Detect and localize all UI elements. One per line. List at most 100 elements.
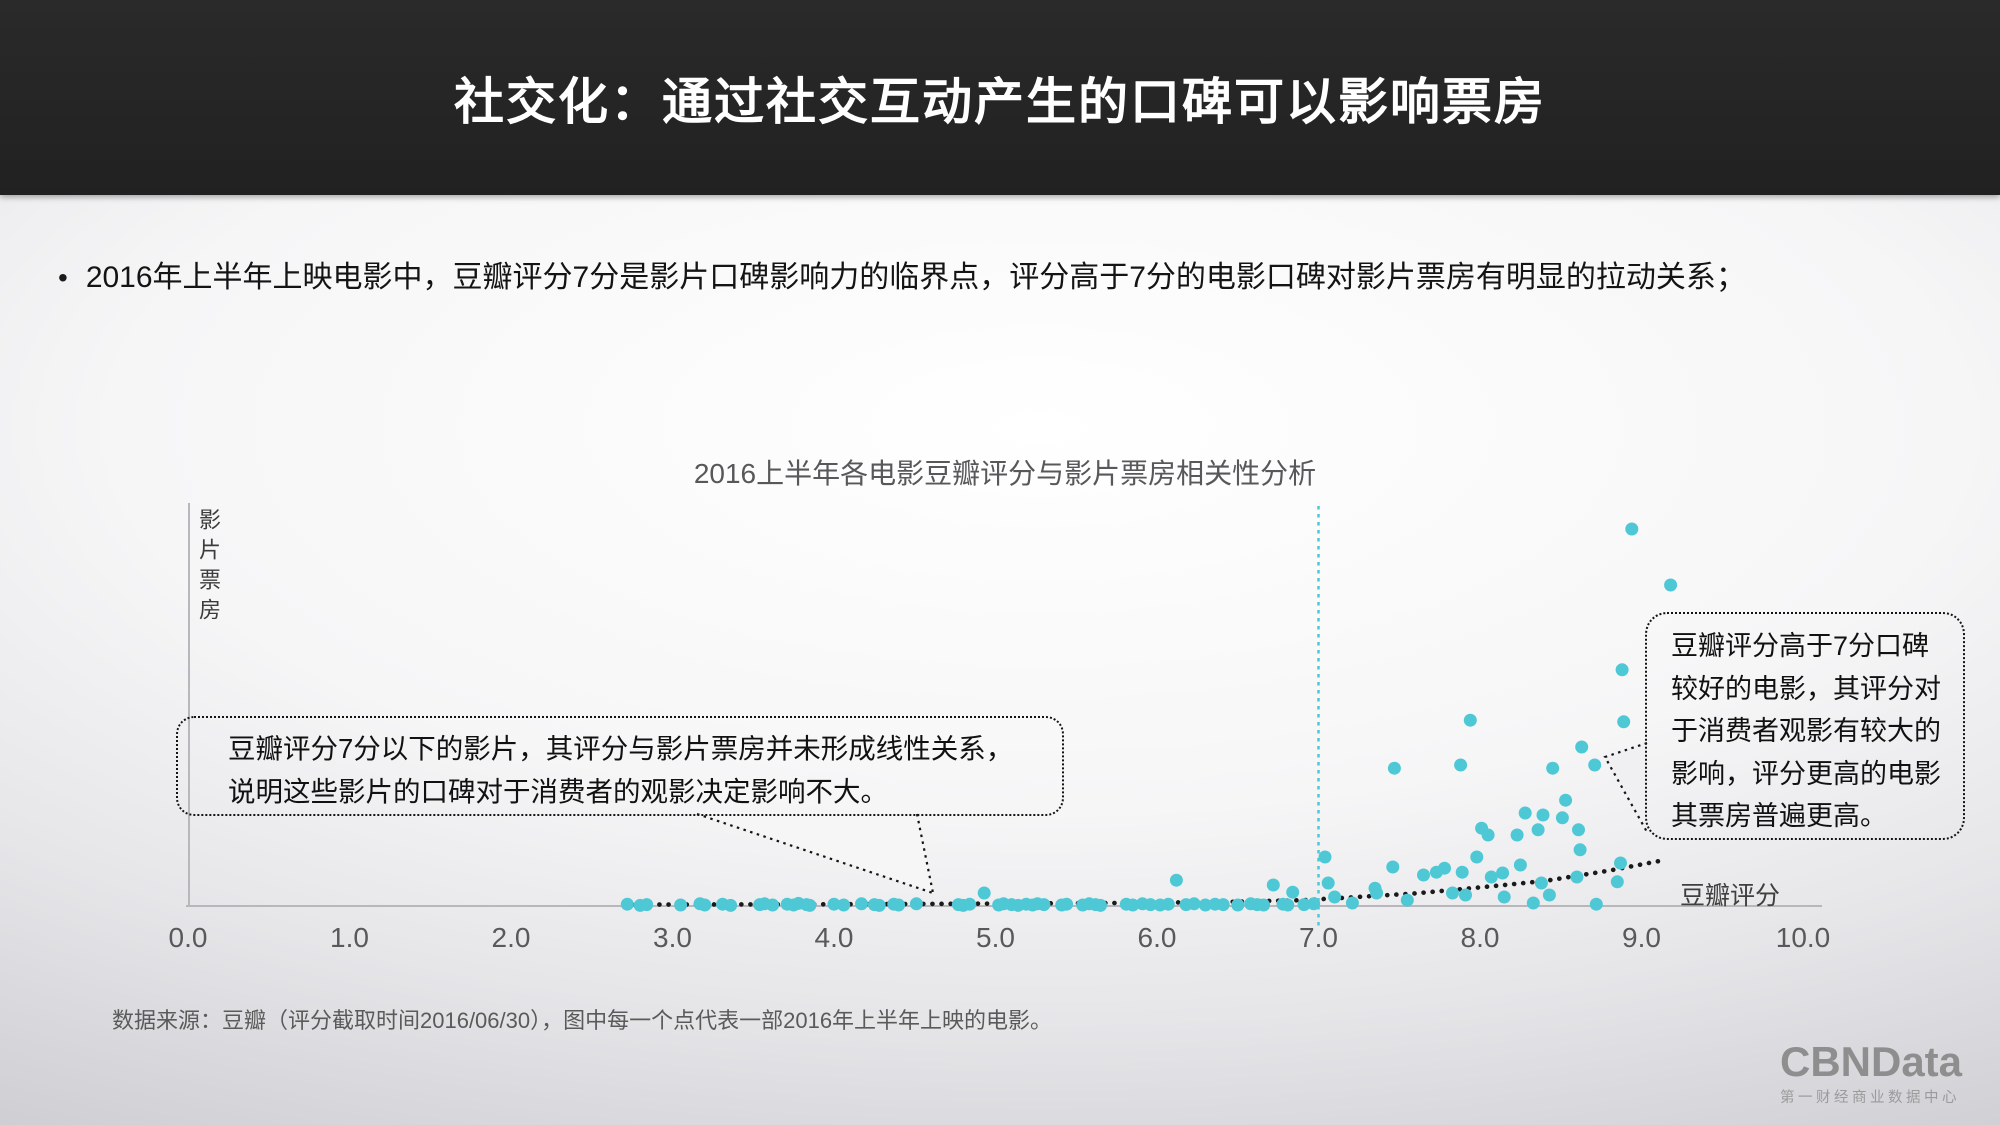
scatter-point [1615,663,1629,677]
bullet-row: • 2016年上半年上映电影中，豆瓣评分7分是影片口碑影响力的临界点，评分高于7… [58,258,1938,298]
scatter-point [1481,828,1495,842]
scatter-point [1281,898,1295,912]
x-tick-label: 4.0 [814,922,854,953]
scatter-point [827,897,841,911]
scatter-point [1526,896,1540,910]
x-tick-label: 9.0 [1622,922,1661,953]
scatter-point [1555,811,1569,825]
scatter-point [1328,890,1342,904]
right-callout-tail [1603,741,1648,833]
scatter-point [803,898,817,912]
data-source-note: 数据来源：豆瓣（评分截取时间2016/06/30），图中每一个点代表一部2016… [112,1008,1053,1033]
scatter-point [1266,878,1280,892]
callout-below-7-line2: 说明这些影片的口碑对于消费者的观影决定影响不大。 [228,776,888,807]
scatter-point [1060,897,1074,911]
scatter-point [1484,870,1498,884]
scatter-point [1459,888,1472,902]
cbndata-logo-subtitle: 第一财经商业数据中心 [1780,1090,1960,1106]
scatter-point [1297,898,1311,912]
scatter-point [1496,866,1510,880]
cbndata-logo-text: CBNData [1780,1038,1963,1085]
scatter-point [1286,885,1300,899]
scatter-point [766,898,780,912]
scatter-point [1387,761,1401,775]
scatter-point [909,897,923,911]
callout-below-7-line1: 豆瓣评分7分以下的影片，其评分与影片票房并未形成线性关系， [228,733,1014,764]
x-tick-label: 5.0 [976,922,1015,953]
scatter-point [1169,873,1183,887]
scatter-point [1094,898,1107,912]
chart-title: 2016上半年各电影豆瓣评分与影片票房相关性分析 [693,458,1317,489]
scatter-point [1536,808,1550,822]
scatter-point [1370,886,1384,900]
header-bar: 社交化：通过社交互动产生的口碑可以影响票房 [0,0,2000,195]
scatter-point [837,898,851,912]
scatter-point [1345,896,1359,910]
x-tick-label: 8.0 [1460,922,1500,953]
scatter-point [1664,578,1678,592]
scatter-point [1216,898,1230,912]
scatter-point [1257,898,1271,912]
scatter-point [1198,898,1212,912]
scatter-point [872,898,886,912]
scatter-point [1187,897,1201,911]
left-callout-tail [696,812,935,895]
scatter-point [1470,850,1484,864]
scatter-point [674,898,688,912]
scatter-point [1542,888,1556,902]
scatter-point [1534,876,1548,890]
bullet-text: 2016年上半年上映电影中，豆瓣评分7分是影片口碑影响力的临界点，评分高于7分的… [85,261,1746,294]
x-tick-label: 3.0 [653,922,692,953]
scatter-points [620,522,1678,912]
scatter-point [1510,828,1524,842]
scatter-point [1573,843,1587,857]
scatter-point [1037,898,1051,912]
scatter-point [1417,868,1430,882]
scatter-point [1386,860,1400,874]
scatter-point [977,886,991,900]
scatter-point [1610,875,1624,889]
scatter-point [1446,886,1459,900]
x-tick-label: 0.0 [168,922,208,953]
scatter-point [1513,858,1527,872]
scatter-point [724,898,738,912]
scatter-point [698,898,712,912]
scatter-point [1546,761,1560,775]
scatter-point [1400,893,1414,907]
scatter-point [1454,758,1468,772]
scatter-point [1144,898,1157,912]
scatter-point [1318,850,1332,864]
scatter-point [640,898,654,912]
scatter-point [620,897,634,911]
scatter-point [892,898,906,912]
scatter-point [1126,898,1140,912]
scatter-point [1231,898,1245,912]
scatter-point [1625,522,1639,536]
scatter-point [1570,870,1584,884]
scatter-point [963,897,977,911]
scatter-point [1321,876,1335,890]
scatter-point [1497,890,1511,904]
scatter-point [1589,897,1603,911]
scatter-point [1572,823,1585,837]
scatter-point [1455,865,1469,879]
scatter-point [855,897,868,911]
x-tick-label: 1.0 [330,922,369,953]
slide-title: 社交化：通过社交互动产生的口碑可以影响票房 [454,73,1546,130]
bullet-marker-icon: • [58,262,68,293]
scatter-point [1588,758,1602,772]
scatter-point [1161,897,1175,911]
x-axis-title: 豆瓣评分 [1680,882,1781,910]
y-axis-title: 影片票房 [196,508,221,628]
scatter-point [1463,713,1477,727]
x-tick-label: 7.0 [1299,922,1338,953]
x-tick-label: 2.0 [491,922,531,953]
scatter-point [1559,793,1573,807]
scatter-point [1518,806,1532,820]
scatter-point [1575,740,1589,754]
x-tick-label: 10.0 [1775,922,1831,953]
scatter-point [1614,856,1627,870]
callout-above-7: 豆瓣评分高于7分口碑较好的电影，其评分对于消费者观影有较大的影响，评分更高的电影… [1645,612,1965,840]
